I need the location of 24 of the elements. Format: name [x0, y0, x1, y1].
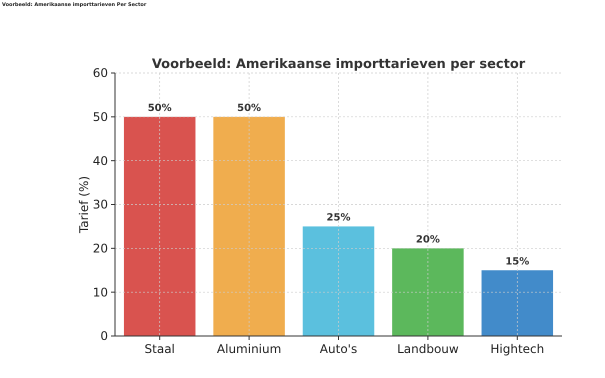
data-label: 50% [148, 102, 172, 114]
y-tick-label: 20 [92, 242, 108, 256]
y-tick-label: 10 [92, 285, 108, 300]
bar [124, 116, 196, 336]
bar [482, 270, 554, 336]
data-label: 25% [326, 212, 350, 224]
y-tick-label: 50 [92, 110, 108, 124]
y-tick-label: 30 [92, 198, 108, 212]
data-label: 15% [505, 256, 530, 268]
data-label: 20% [416, 234, 440, 246]
x-tick-label: Landbouw [397, 342, 459, 356]
bar [392, 248, 464, 336]
data-label: 50% [237, 102, 262, 114]
x-tick-label: Auto's [320, 342, 358, 356]
x-tick-label: Staal [144, 342, 175, 356]
y-tick-label: 0 [100, 329, 108, 344]
chart-title: Voorbeeld: Amerikaanse importtarieven per sector [152, 57, 526, 72]
y-tick-label: 40 [92, 154, 108, 168]
y-axis-title: Tarief (%) [77, 176, 91, 234]
bar [302, 226, 374, 336]
x-tick-label: Aluminium [216, 342, 282, 356]
x-tick-label: Hightech [490, 342, 544, 356]
bar [213, 116, 285, 336]
y-tick-label: 60 [92, 66, 108, 80]
